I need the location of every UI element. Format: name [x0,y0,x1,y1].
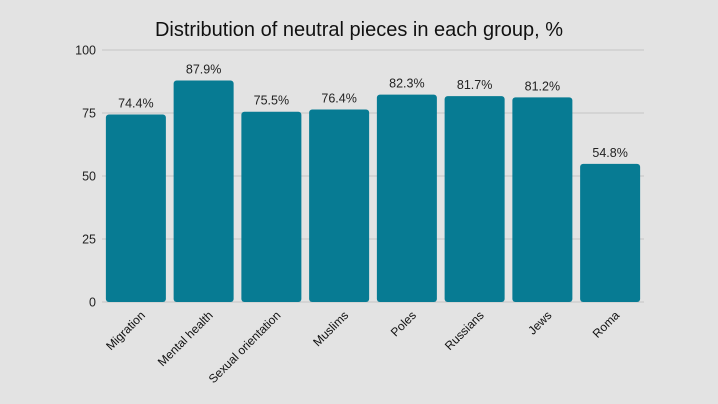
x-category-label: Jews [525,308,554,337]
x-category-label: Migration [103,308,148,353]
bars [105,80,641,303]
y-tick-label: 25 [82,233,96,247]
bar [173,80,234,302]
x-category-label: Poles [388,308,419,339]
bar [309,109,370,302]
bar [580,163,641,302]
bar-value-label: 74.4% [118,97,153,111]
x-category-label: Roma [590,308,623,341]
bar-value-label: 81.7% [457,78,492,92]
bar [241,111,302,303]
y-tick-label: 0 [89,296,96,310]
y-tick-label: 75 [82,107,96,121]
value-labels: 74.4% 87.9% 75.5% 76.4% 82.3% 81.7% 81.2% 54.8% [118,62,628,159]
x-category-label: Sexual orientation [206,308,284,386]
bar-value-label: 76.4% [321,91,356,105]
bar-value-label: 81.2% [525,79,560,93]
y-axis-ticks: 0 25 50 75 100 [75,44,96,310]
chart-title: Distribution of neutral pieces in each g… [155,19,563,41]
bar [105,114,166,303]
bar [444,96,505,302]
x-category-label: Russians [442,308,487,353]
x-category-label: Muslims [310,308,351,349]
bar-value-label: 54.8% [592,146,627,160]
y-tick-label: 100 [75,44,96,58]
bar-value-label: 75.5% [254,94,289,108]
bar-value-label: 87.9% [186,62,221,76]
bar [376,94,437,302]
x-category-label: Mental health [155,308,216,369]
bar [512,97,573,302]
bar-value-label: 82.3% [389,77,424,91]
y-tick-label: 50 [82,170,96,184]
